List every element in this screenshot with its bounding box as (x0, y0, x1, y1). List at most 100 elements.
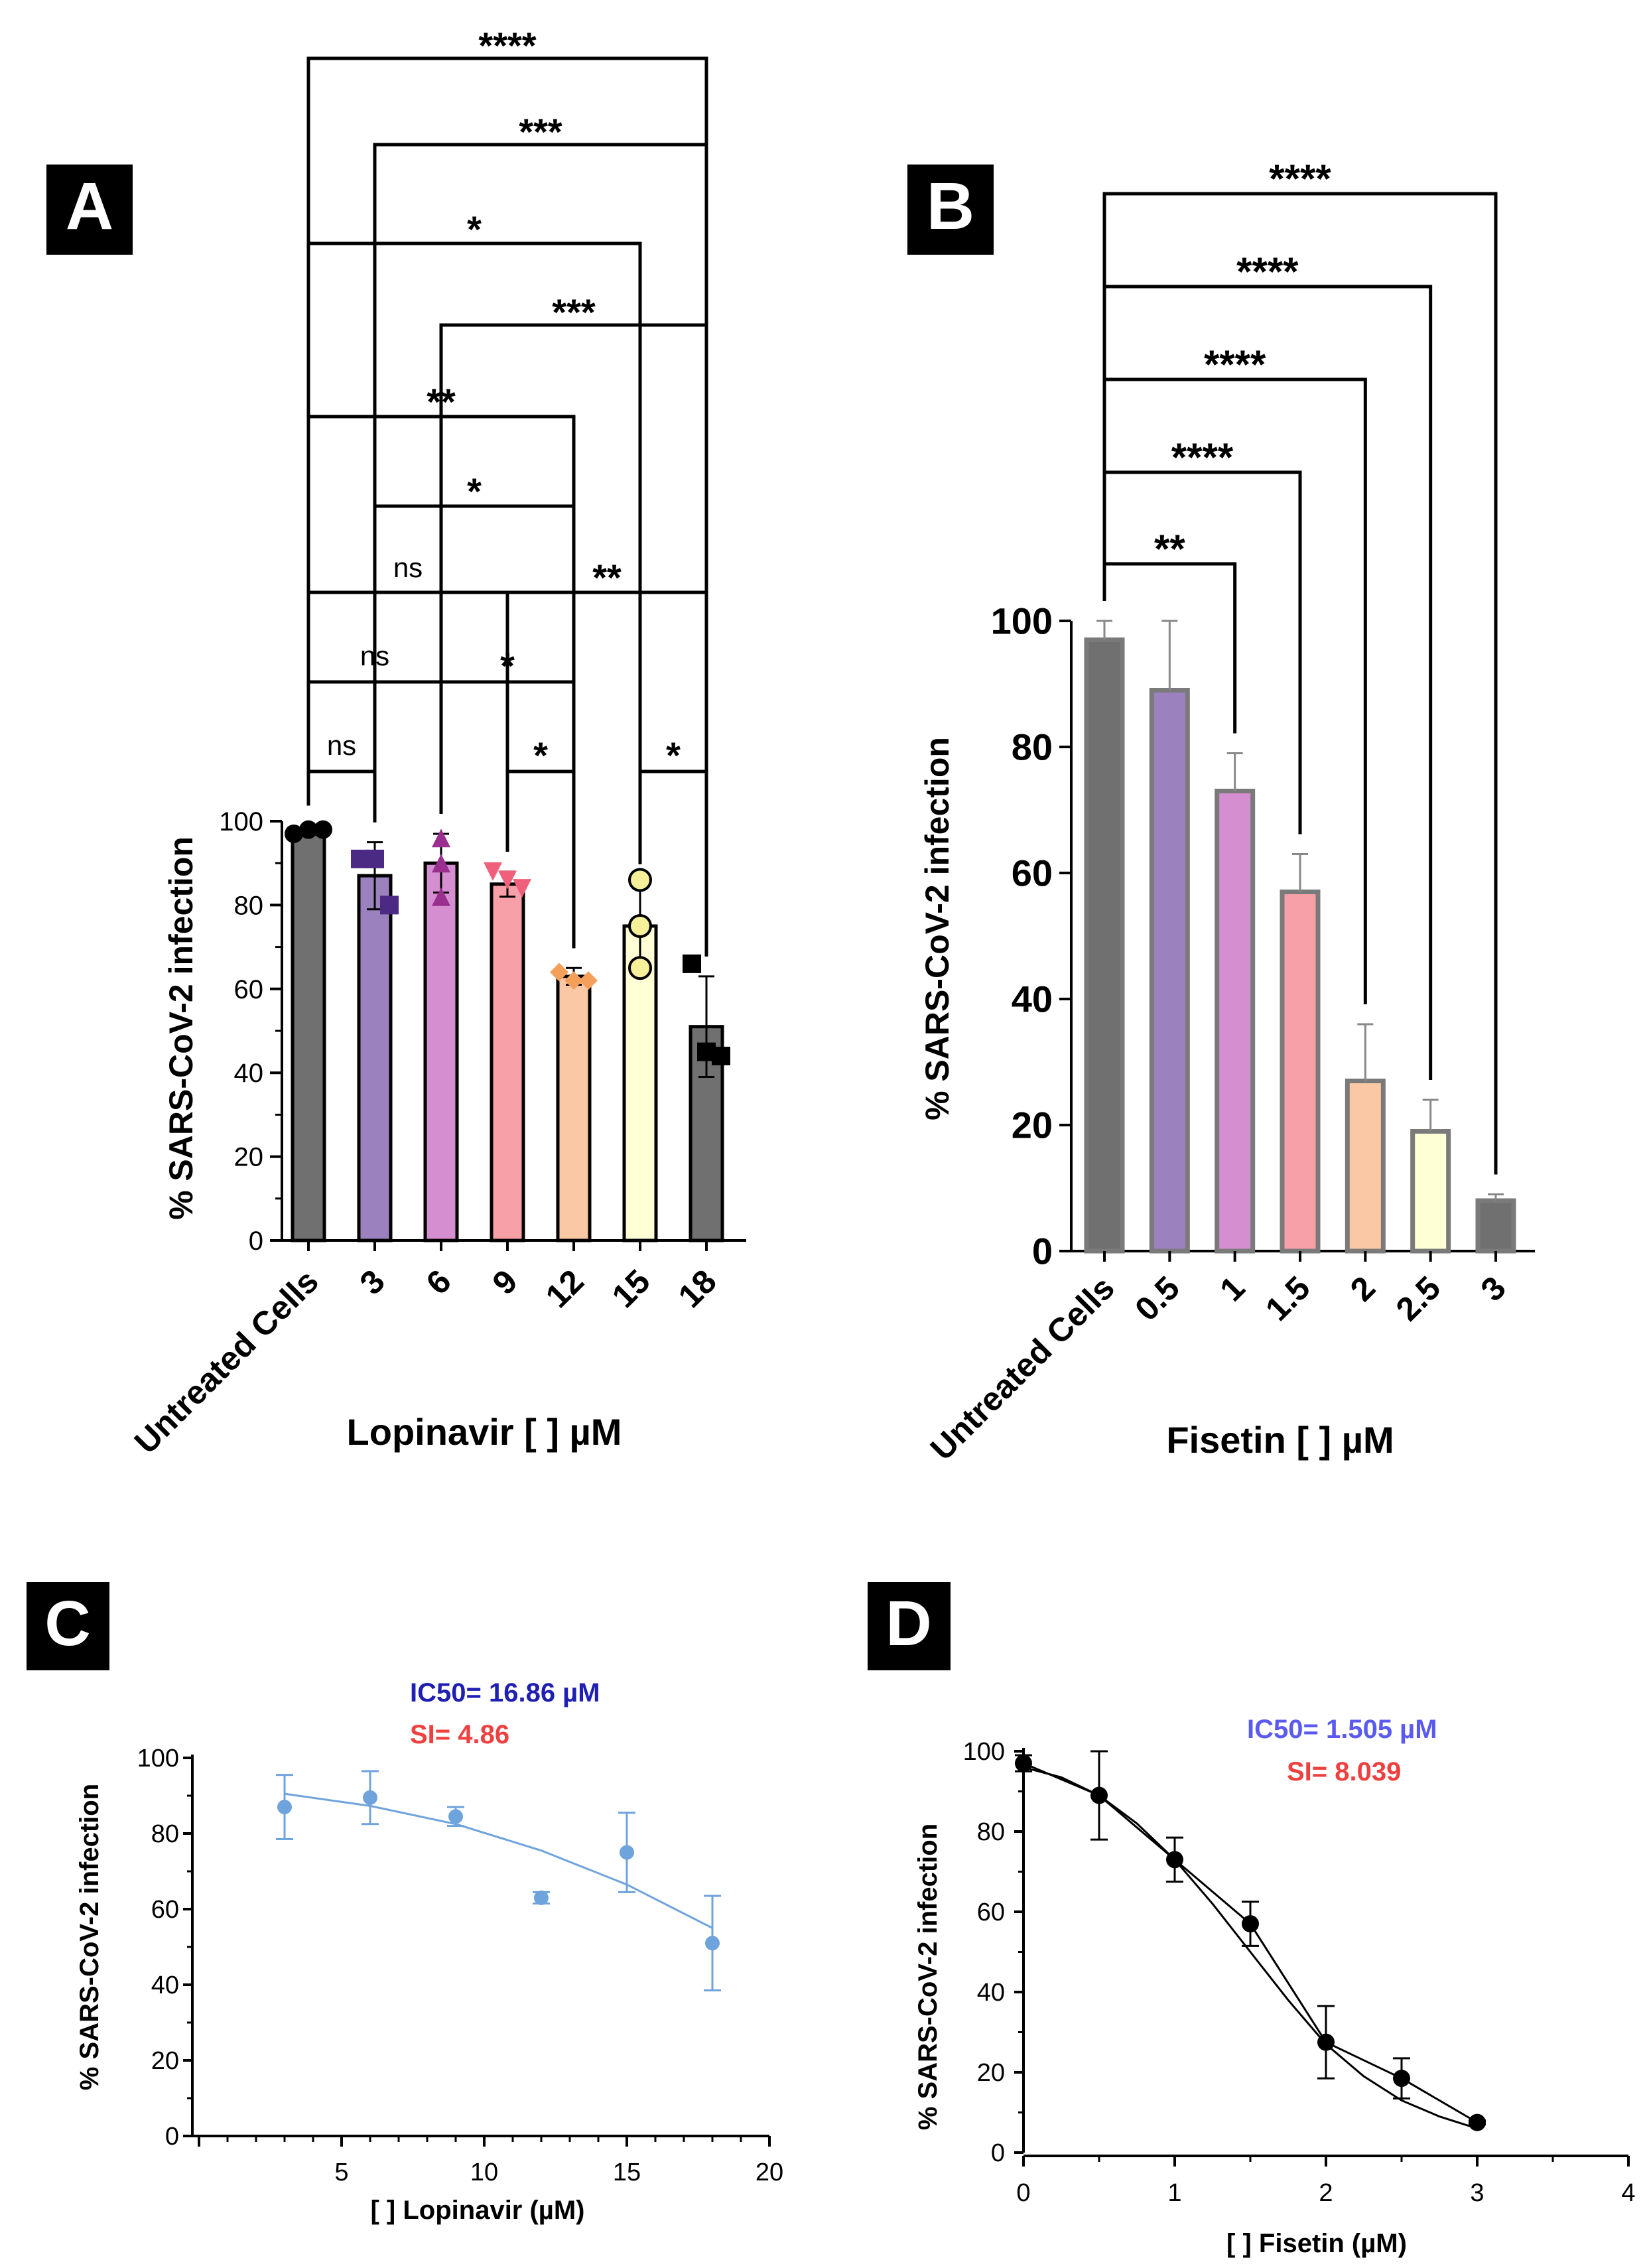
significance-label: **** (478, 25, 536, 66)
data-point (365, 849, 384, 868)
x-tick-label: 20 (756, 2159, 783, 2186)
y-tick-label: 0 (249, 1227, 263, 1256)
x-tick-label: 3 (1470, 2179, 1484, 2207)
panel-a-x-axis-title: Lopinavir [ ] µM (347, 1411, 622, 1453)
data-point (705, 1936, 720, 1951)
panel-c-x-axis-title: [ ] Lopinavir (µM) (370, 2196, 584, 2225)
y-tick-label: 60 (151, 1896, 179, 1924)
data-point (1242, 1915, 1259, 1933)
bar (1475, 1198, 1516, 1254)
x-tick-label: 0 (1016, 2179, 1030, 2207)
x-tick-label: 1 (1167, 2179, 1181, 2207)
y-tick-label: 100 (219, 807, 263, 836)
significance-label: ** (427, 381, 456, 423)
data-point (712, 1046, 730, 1065)
panel-b-label-box (907, 165, 994, 255)
significance-label: * (467, 470, 482, 512)
y-tick-label: 100 (991, 600, 1053, 642)
panel-d-x-axis-title: [ ] Fisetin (µM) (1226, 2229, 1407, 2258)
significance-bracket (505, 769, 576, 949)
significance-label: ns (360, 640, 389, 671)
significance-label: *** (519, 111, 562, 153)
panel-b-x-axis-title: Fisetin [ ] µM (1166, 1419, 1394, 1461)
bar (357, 874, 393, 1242)
bar (423, 861, 459, 1242)
y-tick-label: 80 (1012, 726, 1053, 768)
data-point (579, 971, 598, 990)
significance-label: * (467, 208, 482, 250)
data-point (432, 887, 450, 906)
significance-label: **** (1204, 342, 1266, 387)
significance-label: * (666, 734, 681, 776)
significance-label: * (500, 645, 515, 687)
y-tick-label: 40 (1012, 978, 1053, 1020)
panel-b-y-axis-title: % SARS-CoV-2 infection (919, 737, 956, 1120)
data-point (299, 820, 318, 839)
y-tick-label: 100 (963, 1738, 1005, 1766)
y-tick-label: 20 (977, 2059, 1005, 2087)
data-point (1317, 2033, 1335, 2051)
data-point (628, 914, 652, 938)
bar (1410, 1129, 1451, 1254)
significance-label: **** (1236, 249, 1299, 294)
data-point (484, 862, 502, 881)
panel-d-label-box (868, 1582, 951, 1670)
bar (291, 828, 326, 1242)
data-point (448, 1809, 463, 1824)
y-tick-label: 60 (234, 975, 264, 1004)
data-point (564, 971, 583, 990)
bar (1149, 688, 1190, 1254)
panel-d-label: D (886, 1588, 931, 1659)
bar (1084, 637, 1125, 1254)
data-point (498, 870, 517, 890)
data-point (1393, 2070, 1410, 2088)
x-tick-label: 4 (1621, 2179, 1635, 2207)
significance-label: ** (1154, 527, 1185, 571)
significance-bracket (306, 769, 377, 823)
panel-d-dose-response-chart: 0 20 40 60 80 100 0 1 2 3 4 (963, 1738, 1636, 2207)
panel-c-dose-response-chart: 0 20 40 60 80 100 5 10 15 20 (137, 1745, 784, 2186)
bar (556, 974, 592, 1242)
y-tick-label: 20 (1012, 1104, 1053, 1146)
y-tick-label: 60 (1012, 852, 1053, 894)
data-point (380, 896, 399, 915)
data-point (1090, 1786, 1108, 1804)
significance-label: ** (592, 557, 622, 598)
y-tick-label: 40 (977, 1979, 1005, 2007)
y-tick-label: 100 (137, 1745, 179, 1772)
y-tick-label: 20 (234, 1143, 264, 1172)
y-tick-label: 80 (151, 1820, 179, 1848)
data-point (1166, 1851, 1183, 1869)
significance-bracket (1102, 562, 1237, 734)
data-point (432, 829, 450, 848)
data-point (314, 820, 332, 839)
panel-a-label-box (46, 165, 133, 255)
panel-c-label: C (44, 1588, 90, 1659)
data-point (620, 1845, 634, 1860)
y-tick-label: 20 (151, 2047, 179, 2075)
y-tick-label: 0 (1032, 1231, 1053, 1272)
significance-label: * (533, 734, 548, 776)
x-tick-label: 10 (470, 2159, 498, 2186)
bar (490, 882, 525, 1242)
significance-label: **** (1171, 435, 1234, 480)
data-point (432, 854, 450, 873)
significance-label: ns (327, 730, 356, 761)
panel-c: C 0 20 40 60 80 100 5 10 15 20 IC50= 16.86 µM SI=… (27, 1582, 783, 2225)
bar (1280, 890, 1321, 1254)
data-point (683, 954, 701, 973)
panel-c-ic50-annotation: IC50= 16.86 µM (410, 1678, 600, 1707)
data-point (513, 879, 531, 898)
data-point (628, 956, 652, 980)
panel-d-si-annotation: SI= 8.039 (1287, 1757, 1401, 1786)
significance-label: *** (552, 291, 596, 333)
data-point (534, 1890, 549, 1905)
data-point (363, 1790, 377, 1805)
data-point (628, 868, 652, 892)
significance-bracket (638, 769, 708, 957)
panel-c-y-axis-title: % SARS-CoV-2 infection (75, 1784, 104, 2090)
x-tick-label: 5 (334, 2159, 348, 2186)
data-point (277, 1800, 292, 1815)
